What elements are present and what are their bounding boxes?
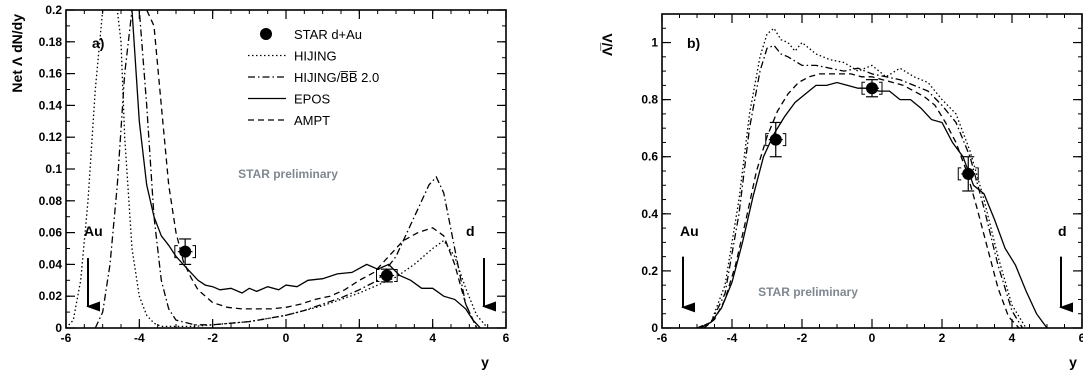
x-tick-label: 4 (1009, 331, 1016, 345)
y-tick-label: 0.16 (39, 67, 63, 81)
x-tick-label: 0 (283, 331, 290, 345)
legend-label: HIJING/B̅B̅ 2.0 (294, 70, 379, 85)
arrow-label: d (1058, 223, 1067, 239)
chart-panel-b: -6 -4 -2 0 2 4 6 0 0.2 0.4 0.6 0.8 1 Λ̅/Λ y b) STAR prel… (599, 13, 1083, 370)
data-point-syst-right (782, 133, 787, 147)
x-axis-label: y (1069, 354, 1077, 370)
series-group (696, 27, 1048, 328)
legend-label: AMPT (294, 113, 330, 128)
x-tick-label: -4 (727, 331, 738, 345)
series-line-dashed (703, 73, 1020, 328)
data-point-syst-right (192, 245, 196, 259)
x-tick-label: -6 (61, 331, 72, 345)
y-tick-label: 0.1 (45, 162, 62, 176)
arrow-label: Au (680, 223, 699, 239)
arrow-label: Au (84, 223, 103, 239)
data-point (380, 269, 393, 282)
x-tick-label: 6 (503, 331, 510, 345)
y-tick-label: 0.04 (39, 257, 63, 271)
y-tick-label: 0.08 (39, 194, 63, 208)
data-point (962, 167, 975, 180)
series-line-dashdot (696, 44, 1024, 328)
legend-label: EPOS (294, 92, 330, 107)
x-tick-label: -2 (797, 331, 808, 345)
series-line-solid (700, 81, 1048, 328)
y-axis-label: Net Λ dN/dy (9, 14, 25, 93)
y-tick-label: 1 (651, 36, 658, 50)
series-line-dotted (66, 10, 489, 328)
data-point-syst-right (975, 167, 979, 181)
legend-label: HIJING (294, 49, 337, 64)
y-tick-label: 0.6 (641, 150, 658, 164)
data-point (179, 245, 192, 258)
y-tick-label: 0.14 (39, 98, 63, 112)
x-tick-label: -6 (657, 331, 668, 345)
series-line-dashdot (94, 10, 478, 328)
y-axis-label: Λ̅/Λ (599, 33, 615, 56)
x-axis-label: y (481, 354, 489, 370)
y-tick-label: 0 (55, 321, 62, 335)
series-line-dashed (117, 10, 478, 328)
y-tick-label: 0.02 (39, 289, 63, 303)
x-tick-label: -2 (207, 331, 218, 345)
series-line-solid (131, 10, 481, 328)
legend-label: STAR d+Au (294, 27, 362, 42)
x-tick-label: -4 (134, 331, 145, 345)
legend: STAR d+Au HIJING HIJING/B̅B̅ 2.0 EPOS AMPT (248, 27, 379, 128)
data-point-syst-left (957, 167, 962, 181)
plot-frame (661, 13, 1083, 329)
data-point-syst-left (174, 245, 178, 259)
chart-panel-a: -6 -4 -2 0 2 4 6 0 0.02 0.04 0.06 0.08 0.1 0.12 0.14 0.… (9, 3, 510, 370)
data-point (769, 133, 782, 146)
data-point-syst-left (861, 81, 865, 95)
data-point-syst-left (376, 269, 380, 283)
y-tick-label: 0.12 (39, 130, 63, 144)
data-point-syst-left (765, 133, 769, 147)
y-tick-label: 0 (651, 321, 658, 335)
series-group (66, 10, 489, 328)
legend-marker (260, 28, 272, 40)
y-tick-label: 0.8 (641, 93, 658, 107)
x-tick-label: 2 (356, 331, 363, 345)
y-tick-label: 0.18 (39, 35, 63, 49)
x-tick-label: 6 (1079, 331, 1083, 345)
watermark-text: STAR preliminary (758, 285, 858, 299)
x-tick-label: 0 (869, 331, 876, 345)
arrow-label: d (466, 223, 475, 239)
y-tick-label: 0.06 (39, 226, 63, 240)
y-tick-label: 0.2 (45, 3, 62, 17)
x-tick-label: 4 (429, 331, 436, 345)
panel-label: a) (92, 35, 104, 51)
y-tick-label: 0.2 (641, 264, 658, 278)
series-line-dotted (696, 27, 1027, 328)
data-point (866, 82, 878, 95)
data-point-syst-right (394, 269, 398, 283)
data-point-syst-right (879, 81, 883, 95)
y-tick-label: 0.4 (641, 207, 658, 221)
panel-label: b) (687, 35, 700, 51)
watermark-text: STAR preliminary (238, 167, 338, 181)
x-tick-label: 2 (939, 331, 946, 345)
